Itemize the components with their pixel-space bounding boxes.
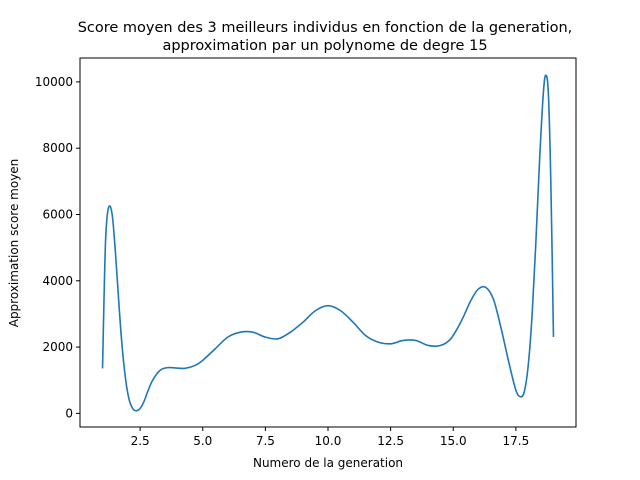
chart-title-line-2: approximation par un polynome de degre 1… (162, 38, 487, 54)
x-tick-label: 10.0 (315, 434, 342, 448)
plot-frame (79, 57, 577, 428)
y-tick-label: 0 (65, 406, 73, 420)
y-tick-label: 10000 (35, 75, 73, 89)
chart-title: Score moyen des 3 meilleurs individus en… (78, 20, 573, 54)
y-tick-label: 6000 (42, 207, 73, 221)
x-tick-label: 17.5 (503, 434, 530, 448)
x-tick-label: 15.0 (440, 434, 467, 448)
plot-area (101, 74, 555, 412)
x-tick-label: 5.0 (193, 434, 212, 448)
y-tick-label: 4000 (42, 274, 73, 288)
y-axis-label: Approximation score moyen (7, 159, 21, 328)
x-tick-label: 12.5 (377, 434, 404, 448)
y-tick-label: 2000 (42, 340, 73, 354)
x-axis: 2.5 5.0 7.5 10.0 12.5 15.0 17.5 (131, 427, 530, 448)
x-tick-label: 2.5 (131, 434, 150, 448)
y-tick-label: 8000 (42, 141, 73, 155)
chart-title-line-1: Score moyen des 3 meilleurs individus en… (78, 20, 573, 36)
series-line-0 (101, 74, 555, 412)
x-tick-label: 7.5 (256, 434, 275, 448)
y-axis: 0 2000 4000 6000 8000 10000 (35, 75, 80, 420)
x-axis-label: Numero de la generation (253, 456, 403, 470)
